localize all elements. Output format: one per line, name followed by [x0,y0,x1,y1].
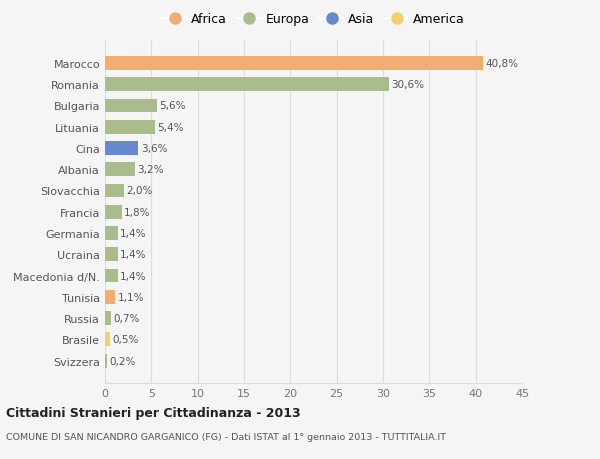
Text: 2,0%: 2,0% [126,186,152,196]
Bar [105,121,155,134]
Text: 40,8%: 40,8% [485,59,518,69]
Text: 30,6%: 30,6% [391,80,424,90]
Text: 0,5%: 0,5% [112,335,139,345]
Text: 0,2%: 0,2% [109,356,136,366]
Text: COMUNE DI SAN NICANDRO GARGANICO (FG) - Dati ISTAT al 1° gennaio 2013 - TUTTITAL: COMUNE DI SAN NICANDRO GARGANICO (FG) - … [6,432,446,442]
Bar [105,290,115,304]
Bar [105,163,134,177]
Text: Cittadini Stranieri per Cittadinanza - 2013: Cittadini Stranieri per Cittadinanza - 2… [6,406,301,419]
Text: 5,6%: 5,6% [159,101,186,111]
Bar [105,227,118,241]
Bar [105,312,112,325]
Bar [105,354,107,368]
Bar [105,248,118,262]
Text: 3,2%: 3,2% [137,165,163,175]
Bar [105,184,124,198]
Bar [105,99,157,113]
Text: 0,7%: 0,7% [114,313,140,324]
Bar [105,333,110,347]
Bar [105,269,118,283]
Bar [105,205,122,219]
Text: 1,8%: 1,8% [124,207,151,217]
Text: 1,4%: 1,4% [120,250,147,260]
Text: 5,4%: 5,4% [157,123,184,132]
Text: 1,4%: 1,4% [120,229,147,239]
Bar [105,78,389,92]
Bar [105,142,139,156]
Bar [105,57,483,71]
Text: 1,1%: 1,1% [118,292,144,302]
Text: 1,4%: 1,4% [120,271,147,281]
Text: 3,6%: 3,6% [140,144,167,154]
Legend: Africa, Europa, Asia, America: Africa, Europa, Asia, America [162,13,465,26]
